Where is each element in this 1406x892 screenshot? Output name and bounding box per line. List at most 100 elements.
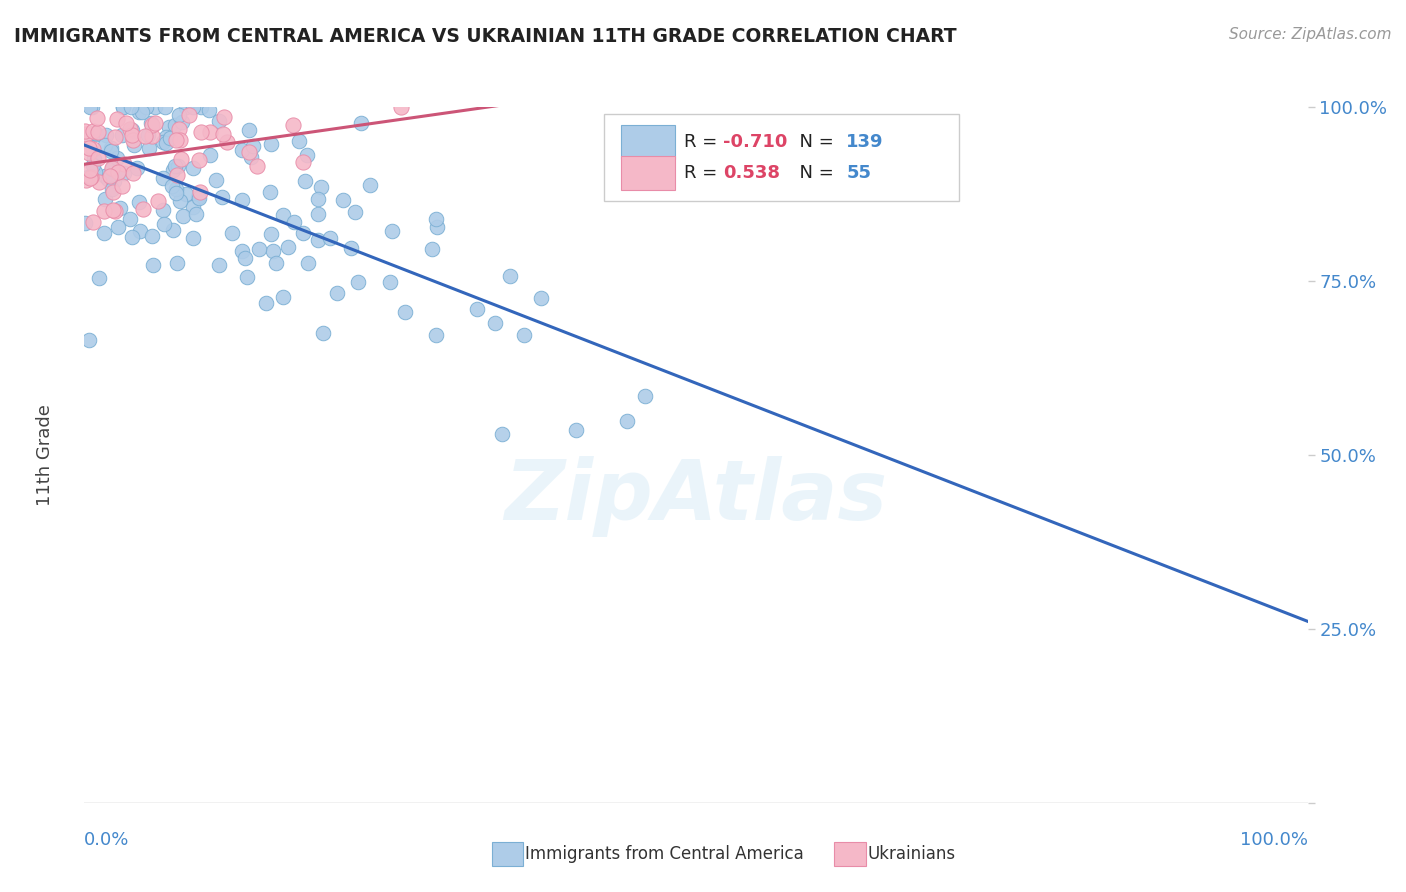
Point <box>131 104 153 119</box>
Point <box>143 100 166 114</box>
Point <box>198 103 221 117</box>
Point <box>165 181 187 195</box>
Point <box>307 233 329 247</box>
Point <box>187 190 209 204</box>
Point <box>319 231 342 245</box>
Point <box>484 317 506 331</box>
Point <box>138 141 160 155</box>
Point <box>73 216 96 230</box>
Point <box>77 145 100 160</box>
Point <box>105 151 128 165</box>
Point <box>79 170 101 185</box>
Point <box>359 178 381 192</box>
Point <box>79 162 101 177</box>
Point <box>101 203 124 218</box>
Point <box>420 242 443 256</box>
Point <box>260 227 283 241</box>
Point <box>259 186 281 200</box>
Text: Immigrants from Central America: Immigrants from Central America <box>524 846 803 863</box>
Point <box>187 153 209 167</box>
Point <box>87 175 110 189</box>
Point <box>238 145 260 159</box>
Point <box>134 129 156 144</box>
Point <box>94 138 117 153</box>
Text: 139: 139 <box>846 133 884 151</box>
Point <box>103 174 125 188</box>
Point <box>170 152 193 166</box>
Point <box>121 230 143 244</box>
Point <box>87 270 110 285</box>
Point <box>491 427 513 442</box>
Point <box>212 110 235 124</box>
FancyBboxPatch shape <box>621 125 675 159</box>
Point <box>381 224 404 238</box>
Point <box>141 129 163 144</box>
Point <box>211 127 233 141</box>
Text: 11th Grade: 11th Grade <box>35 404 53 506</box>
Text: Source: ZipAtlas.com: Source: ZipAtlas.com <box>1229 27 1392 42</box>
Point <box>183 161 205 175</box>
Point <box>94 128 117 143</box>
Point <box>177 108 200 122</box>
Point <box>122 166 145 180</box>
Point <box>100 161 122 176</box>
Point <box>141 118 163 132</box>
Text: 0.0%: 0.0% <box>84 830 129 848</box>
Point <box>425 211 447 226</box>
FancyBboxPatch shape <box>605 114 959 201</box>
Point <box>187 191 209 205</box>
Text: 0.538: 0.538 <box>723 164 780 182</box>
Point <box>128 194 150 209</box>
Point <box>107 165 129 179</box>
Point <box>160 179 183 194</box>
Point <box>121 122 143 136</box>
Point <box>163 159 186 173</box>
Point <box>122 138 145 153</box>
Point <box>136 128 159 143</box>
Point <box>105 112 128 126</box>
Point <box>231 193 253 207</box>
Point <box>198 148 221 162</box>
Point <box>84 128 107 142</box>
Point <box>238 123 260 137</box>
Text: -0.710: -0.710 <box>723 133 787 151</box>
Point <box>295 148 318 162</box>
Point <box>101 161 124 176</box>
Point <box>86 125 108 139</box>
Point <box>94 169 117 183</box>
Point <box>104 204 127 219</box>
Point <box>82 142 104 156</box>
Point <box>260 137 283 152</box>
Point <box>97 171 120 186</box>
Point <box>233 251 256 265</box>
Point <box>125 161 148 176</box>
Point <box>141 229 163 244</box>
Point <box>79 100 101 114</box>
Point <box>211 190 233 204</box>
Point <box>394 305 416 319</box>
Point <box>425 328 447 343</box>
Text: ZipAtlas: ZipAtlas <box>505 456 887 537</box>
Point <box>307 206 329 220</box>
Point <box>235 269 257 284</box>
Point <box>132 202 155 217</box>
Point <box>292 226 315 240</box>
Point <box>271 290 294 304</box>
Point <box>108 201 131 215</box>
Point <box>135 100 157 114</box>
Point <box>128 104 150 119</box>
Point <box>157 120 180 135</box>
Point <box>120 212 142 227</box>
Point <box>153 217 176 231</box>
Point <box>188 185 211 199</box>
FancyBboxPatch shape <box>834 842 866 866</box>
Point <box>143 116 166 130</box>
Point <box>297 256 319 270</box>
Point <box>100 182 122 196</box>
FancyBboxPatch shape <box>621 156 675 190</box>
Point <box>240 150 263 164</box>
Point <box>184 207 207 221</box>
Point <box>181 200 204 214</box>
Point <box>75 124 97 138</box>
Point <box>165 186 187 200</box>
